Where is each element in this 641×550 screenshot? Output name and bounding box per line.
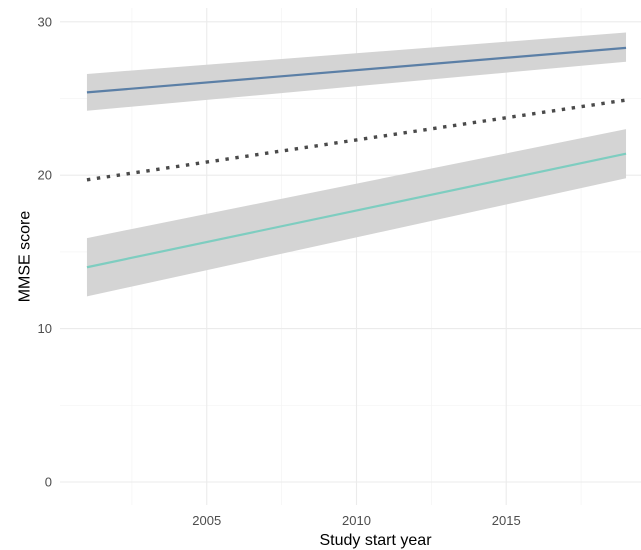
- y-axis-title: MMSE score: [17, 211, 34, 303]
- series-line-2: [86, 98, 627, 182]
- x-tick-label: 2015: [492, 513, 521, 528]
- series-line-1: [86, 46, 627, 94]
- x-tick-label: 2005: [192, 513, 221, 528]
- x-axis-title: Study start year: [319, 532, 432, 549]
- confidence-bands: [86, 32, 627, 297]
- series-line-3: [86, 152, 627, 269]
- confidence-band-3: [86, 129, 627, 297]
- x-tick-label: 2010: [342, 513, 371, 528]
- y-tick-label: 20: [38, 168, 52, 183]
- series-lines: [86, 46, 627, 269]
- y-tick-label: 0: [45, 474, 52, 489]
- confidence-band-1: [86, 32, 627, 111]
- y-axis-tick-labels: 0 10 20 30: [38, 14, 52, 489]
- y-tick-label: 30: [38, 14, 52, 29]
- y-tick-label: 10: [38, 321, 52, 336]
- x-axis-tick-labels: 2005 2010 2015: [192, 513, 520, 528]
